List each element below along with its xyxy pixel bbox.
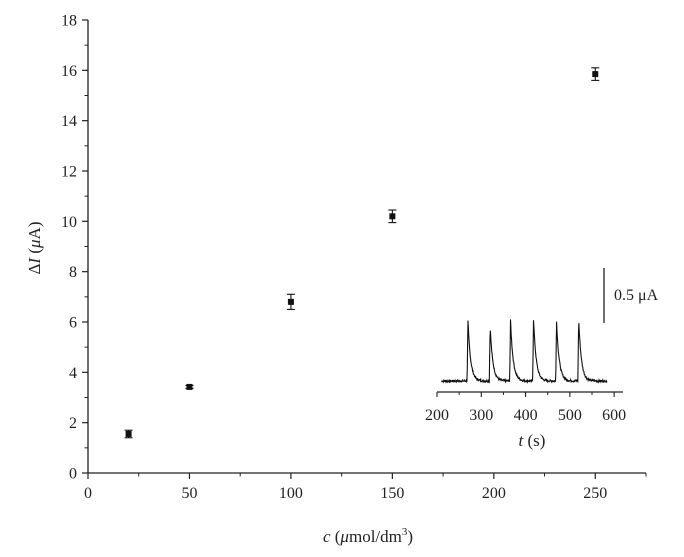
- data-point: [286, 293, 295, 310]
- data-marker: [592, 71, 599, 78]
- x-tick-label: 0: [84, 485, 92, 502]
- main-axes: [87, 20, 646, 474]
- y-tick-label: 14: [61, 113, 77, 130]
- x-axis-variable: c: [323, 527, 331, 546]
- y-tick-label: 18: [61, 13, 77, 30]
- data-point: [185, 383, 194, 390]
- data-marker: [186, 383, 193, 390]
- inset-plot: 200 300 400 500 600 t (s) 0.5 μA: [425, 268, 659, 450]
- y-tick-label: 10: [61, 214, 77, 231]
- inset-x-tick-label: 200: [425, 407, 449, 424]
- inset-x-tick-label: 500: [558, 407, 582, 424]
- x-axis-ticks: 0 50 100 150 200 250: [84, 473, 647, 502]
- x-tick-label: 200: [482, 485, 506, 502]
- data-point: [388, 209, 397, 224]
- main-plot: 0 2 4 6 8 10 12 14 16 18 0 50 100 150 200 250 c (μmol/…: [25, 13, 647, 546]
- x-tick-label: 100: [279, 485, 303, 502]
- x-axis-title: c (μmol/dm3): [323, 526, 413, 546]
- y-tick-label: 6: [69, 315, 77, 332]
- y-tick-label: 4: [69, 365, 77, 382]
- y-tick-label: 16: [61, 63, 77, 80]
- data-point: [591, 67, 600, 81]
- data-points: [124, 67, 600, 439]
- data-marker: [125, 430, 132, 437]
- data-marker: [389, 213, 396, 220]
- x-tick-label: 50: [181, 485, 197, 502]
- y-tick-label: 2: [69, 415, 77, 432]
- inset-scale-bar-label: 0.5 μA: [614, 287, 659, 304]
- y-tick-label: 12: [61, 164, 77, 181]
- x-tick-label: 250: [583, 485, 607, 502]
- data-marker: [287, 298, 294, 305]
- inset-x-tick-label: 400: [514, 407, 538, 424]
- x-tick-label: 150: [380, 485, 404, 502]
- data-point: [124, 429, 133, 439]
- inset-x-tick-label: 300: [469, 407, 493, 424]
- inset-x-axis-title: t (s): [519, 431, 546, 450]
- inset-x-tick-label: 600: [602, 407, 626, 424]
- inset-current-trace: [441, 319, 608, 385]
- y-tick-label: 8: [69, 264, 77, 281]
- inset-x-ticks: 200 300 400 500 600: [425, 392, 626, 424]
- y-axis-ticks: 0 2 4 6 8 10 12 14 16 18: [61, 13, 88, 483]
- y-axis-title: ΔI (μA): [25, 221, 44, 274]
- y-tick-label: 0: [69, 466, 77, 483]
